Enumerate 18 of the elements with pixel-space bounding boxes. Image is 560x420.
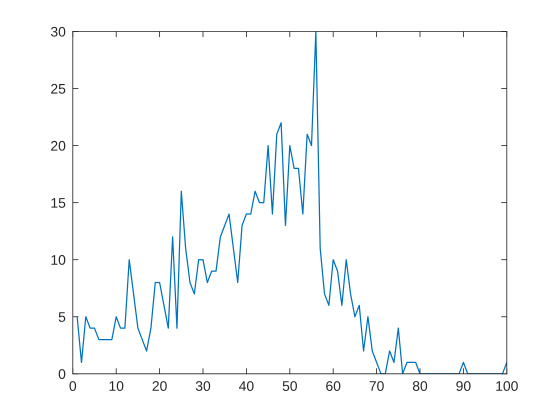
- x-tick-label: 90: [456, 381, 471, 391]
- x-tick-label: 40: [238, 381, 254, 391]
- x-tick-label: 20: [152, 381, 167, 391]
- x-tick-label: 0: [69, 381, 76, 391]
- x-tick-label: 60: [326, 381, 340, 391]
- y-tick-label: 10: [51, 255, 66, 265]
- x-tick-label: 10: [110, 381, 124, 391]
- x-tick-label: 30: [196, 381, 210, 391]
- x-tick-label: 50: [282, 381, 297, 391]
- y-tick-label: 5: [58, 312, 66, 322]
- y-tick-label: 0: [58, 369, 66, 379]
- x-tick-label: 70: [370, 381, 384, 391]
- x-tick-label: 100: [496, 381, 518, 391]
- y-tick-label: 15: [51, 198, 66, 208]
- y-tick-label: 30: [50, 26, 66, 37]
- y-tick-label: 25: [51, 84, 66, 94]
- x-tick-label: 80: [412, 381, 428, 391]
- y-tick-label: 20: [51, 140, 66, 151]
